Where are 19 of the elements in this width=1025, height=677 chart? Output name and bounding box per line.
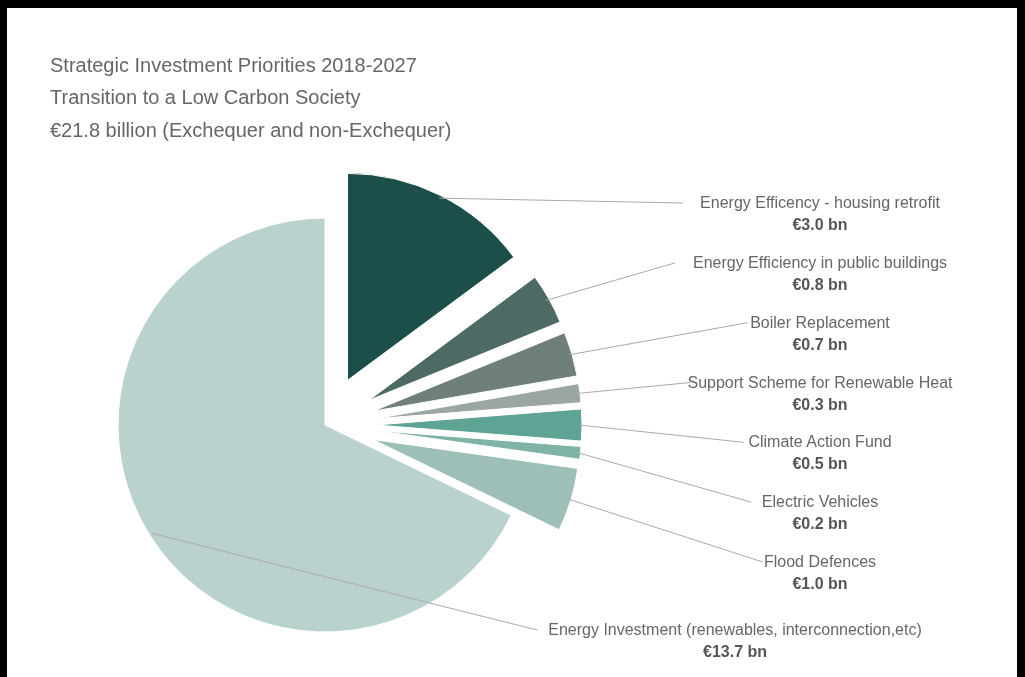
slice-label: Energy Investment (renewables, interconnection,etc) (548, 621, 922, 638)
slice-label: Climate Action Fund (748, 433, 892, 451)
slice-label: Electric Vehicles (761, 493, 879, 511)
chart-title: Strategic Investment Priorities 2018-2027 (50, 54, 417, 76)
data-label: €0.8 bn (792, 275, 848, 293)
data-label: €13.7 bn (702, 643, 768, 660)
slice-label: Energy Efficency - housing retrofit (700, 194, 941, 211)
chart-subtitle: Transition to a Low Carbon Society (50, 86, 361, 108)
slice-label: Energy Efficiency in public buildings (692, 253, 948, 271)
data-label: €0.2 bn (792, 515, 848, 533)
data-label: €3.0 bn (792, 216, 848, 233)
slice-label: Flood Defences (763, 553, 877, 570)
data-label: €0.7 bn (792, 335, 848, 353)
data-label: €0.3 bn (792, 395, 848, 413)
slice-label: Support Scheme for Renewable Heat (687, 373, 954, 391)
data-label: €1.0 bn (792, 575, 848, 592)
data-label: €0.5 bn (792, 455, 848, 473)
slice-label: Boiler Replacement (750, 313, 891, 331)
text: €21.8 billion (Exchequer and non-Exchequer) (50, 119, 452, 141)
